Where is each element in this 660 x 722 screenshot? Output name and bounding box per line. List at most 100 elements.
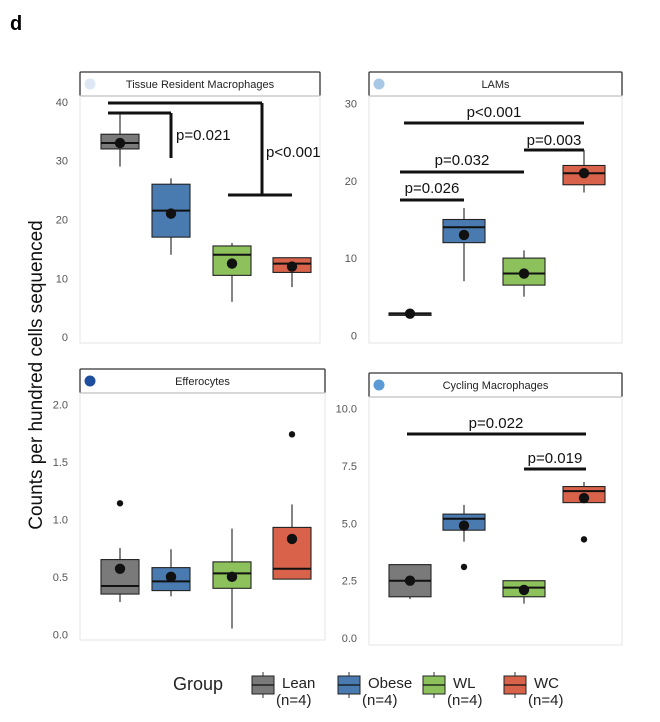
p-value-label: p<0.001 (467, 104, 522, 121)
mean-point (578, 167, 590, 179)
y-tick-label: 30 (345, 99, 357, 111)
significance-bracket: p=0.019 (524, 450, 586, 471)
y-tick-label: 2.0 (53, 399, 68, 411)
legend-n: (n=4) (528, 692, 563, 709)
mean-point (518, 584, 530, 596)
outlier-point (460, 563, 468, 571)
box-wl (502, 250, 546, 297)
y-tick-label: 7.5 (342, 461, 357, 473)
box-wc (272, 257, 312, 288)
panel-title: Cycling Macrophages (443, 380, 549, 392)
box-obese (442, 504, 486, 571)
mean-point (578, 492, 590, 504)
y-tick-label: 0.0 (342, 633, 357, 645)
y-tick-label: 1.5 (53, 457, 68, 469)
mean-point (404, 575, 416, 586)
p-value-label: p=0.032 (435, 152, 490, 169)
legend-title: Group (173, 674, 223, 694)
facet-panel: Tissue Resident Macrophages 0 10 20 30 40 p=0.… (56, 71, 321, 344)
y-tick-label: 0.5 (53, 572, 68, 584)
p-value-label: p=0.003 (527, 132, 582, 149)
legend-item-obese: Obese(n=4) (337, 672, 412, 709)
panel-frame (368, 396, 623, 646)
significance-bracket: p<0.001 (108, 101, 321, 197)
mean-point (165, 571, 177, 583)
panel-title: LAMs (481, 79, 510, 91)
box-wl (502, 580, 546, 604)
p-value-label: p=0.026 (405, 180, 460, 197)
box-lean (388, 308, 432, 319)
y-tick-label: 0 (351, 330, 357, 342)
y-tick-label: 5.0 (342, 518, 357, 530)
y-tick-label: 2.5 (342, 576, 357, 588)
y-tick-label: 10 (345, 253, 357, 265)
legend-item-wl: WL(n=4) (422, 672, 482, 709)
y-tick-label: 40 (56, 97, 68, 109)
y-tick-label: 10.0 (336, 403, 357, 415)
legend-n: (n=4) (362, 692, 397, 709)
y-tick-label: 20 (345, 176, 357, 188)
outlier-point (288, 431, 296, 438)
significance-bracket: p<0.001 (404, 104, 584, 125)
panel-frame (79, 392, 326, 641)
mean-point (458, 520, 470, 531)
box-lean (100, 500, 140, 603)
panel-frame (79, 95, 321, 344)
strip-dot-icon (84, 375, 96, 387)
strip-dot-icon (373, 379, 385, 391)
box-body (212, 561, 252, 589)
mean-point (114, 137, 126, 149)
facet-panel: LAMs 0 10 20 30 p<0.001 p=0.003 p=0.032 p=0.026 (345, 71, 623, 344)
box-wc (272, 431, 312, 580)
significance-bracket: p=0.022 (407, 415, 586, 436)
y-tick-label: 30 (56, 156, 68, 168)
legend-n: (n=4) (276, 692, 311, 709)
legend-label: WC (534, 675, 559, 692)
y-tick-label: 20 (56, 215, 68, 227)
outlier-point (580, 536, 588, 543)
facet-panel: Efferocytes 0.0 0.5 1.0 1.5 2.0 (53, 368, 326, 641)
y-tick-label: 0 (62, 332, 68, 344)
box-wl (212, 243, 252, 302)
legend-item-wc: WC(n=4) (503, 672, 563, 709)
significance-bracket: p=0.021 (108, 111, 231, 158)
strip-dot-icon (84, 78, 96, 90)
mean-point (226, 258, 238, 269)
y-tick-label: 1.0 (53, 514, 68, 526)
p-value-label: p=0.021 (176, 127, 231, 144)
mean-point (114, 563, 126, 574)
mean-point (226, 571, 238, 583)
facet-panel: Cycling Macrophages 0.0 2.5 5.0 7.5 10.0 p=0.0… (336, 372, 623, 646)
y-tick-label: 0.0 (53, 629, 68, 641)
mean-point (518, 268, 530, 279)
p-value-label: p<0.001 (266, 144, 321, 161)
panel-letter: d (10, 13, 22, 35)
legend-n: (n=4) (447, 692, 482, 709)
box-wc (562, 150, 606, 193)
strip-dot-icon (373, 78, 385, 90)
outlier-point (116, 500, 124, 507)
legend-label: WL (453, 675, 476, 692)
box-lean (388, 564, 432, 600)
box-obese (151, 178, 191, 255)
p-value-label: p=0.019 (528, 450, 583, 467)
significance-bracket: p=0.026 (400, 180, 464, 202)
mean-point (165, 208, 177, 219)
box-obese (151, 549, 191, 597)
facet-panels: Tissue Resident Macrophages 0 10 20 30 40 p=0.… (53, 71, 623, 646)
box-obese (442, 207, 486, 282)
mean-point (286, 261, 298, 272)
box-lean (100, 113, 140, 167)
legend-label: Obese (368, 675, 412, 692)
panel-frame (368, 95, 623, 344)
significance-bracket: p=0.032 (400, 152, 524, 174)
legend: Group Lean(n=4)Obese(n=4)WL(n=4)WC(n=4) (173, 672, 563, 709)
mean-point (458, 229, 470, 241)
mean-point (404, 308, 416, 319)
y-tick-label: 10 (56, 273, 68, 285)
panel-title: Efferocytes (175, 376, 230, 388)
box-wc (562, 481, 606, 543)
legend-item-lean: Lean(n=4) (251, 672, 315, 709)
box-wl (212, 528, 252, 629)
